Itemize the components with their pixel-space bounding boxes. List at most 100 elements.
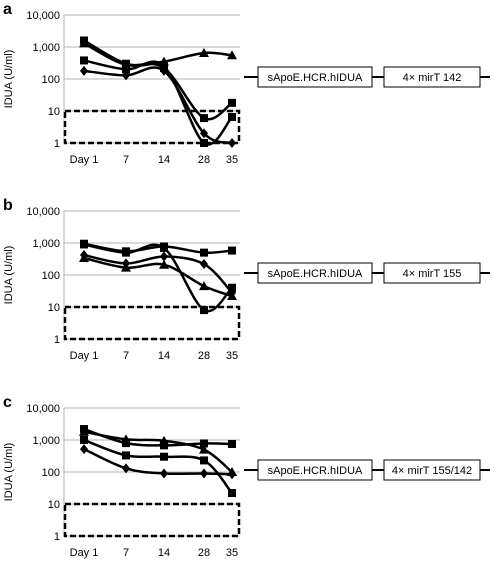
mirt-box [383,262,481,284]
x-tick-label: Day 1 [70,154,99,166]
promoter-label: sApoE.HCR.hIDUA [268,268,363,280]
series-1-triangle-point [227,50,237,60]
series-2-square-point [160,243,168,252]
series-2-square-point [80,36,88,45]
promoter-box [257,459,373,481]
x-tick-label: 14 [158,350,170,362]
series-3-square-point [160,452,168,461]
y-tick-label: 10 [48,106,60,118]
detection-limit-box [63,502,241,538]
series-2-square-point [228,439,236,448]
y-axis-label: IDUA (U/ml) [3,50,15,109]
x-tick-label: 7 [123,547,129,559]
series-line-2 [83,427,233,447]
y-tick-label: 1 [54,138,60,150]
series-3-square-point [80,436,88,444]
series-line-2 [83,243,233,313]
series-2-square-point [122,439,130,448]
series-line-4 [83,256,233,298]
series-3-diamond-point [160,251,168,262]
series-1-square-point [228,246,236,255]
panel-label: b [3,197,13,214]
series-3-square-point [228,112,236,121]
series-2-square-point [200,114,208,123]
series-4-diamond-point [200,468,208,479]
y-tick-label: 100 [42,74,60,86]
series-4-triangle-point [227,291,237,301]
x-tick-label: Day 1 [70,547,99,559]
series-2-square-point [122,248,130,257]
x-tick-label: 7 [123,154,129,166]
y-tick-label: 1,000 [32,42,60,54]
series-1-triangle-point [199,444,209,454]
x-tick-label: 28 [198,547,210,559]
series-4-triangle-point [159,259,169,269]
series-4-diamond-point [160,468,168,479]
series-line-3 [83,253,233,294]
y-tick-label: 100 [42,270,60,282]
y-tick-label: 1,000 [32,238,60,250]
series-2-square-point [200,439,208,448]
y-tick-label: 10,000 [26,403,60,415]
series-3-diamond-point [200,259,208,270]
y-axis-label: IDUA (U/ml) [3,246,15,305]
series-4-triangle-point [199,281,209,291]
mirt-label: 4× mirT 155/142 [392,465,472,477]
panel-label: a [3,1,12,18]
x-tick-label: 14 [158,547,170,559]
y-tick-label: 10 [48,302,60,314]
series-4-diamond-point [200,128,208,139]
series-4-diamond-point [160,65,168,76]
series-4-diamond-point [122,463,130,474]
series-1-triangle-point [199,47,209,57]
mirt-box [383,66,481,88]
series-3-square-point [122,65,130,74]
series-4-diamond-point [122,70,130,81]
panel-a: a 1 10 100 1,000 10,000 IDUA (U/ml) Day 1 7 14 28 3… [3,1,490,166]
y-tick-label: 10,000 [26,206,60,218]
promoter-label: sApoE.HCR.hIDUA [268,465,363,477]
x-tick-label: 35 [226,154,238,166]
series-4-diamond-point [228,469,236,480]
promoter-box [257,66,373,88]
mirt-label: 4× mirT 155 [403,268,462,280]
y-axis-label: IDUA (U/ml) [3,443,15,502]
promoter-label: sApoE.HCR.hIDUA [268,72,363,84]
panel-label: c [3,394,12,411]
panel-c: c 1 10 100 1,000 10,000 IDUA (U/ml) Day 1 7 14 28 3… [3,394,490,559]
y-tick-label: 1 [54,531,60,543]
series-2-square-point [80,240,88,249]
y-tick-label: 10,000 [26,10,60,22]
series-1-square-point [200,248,208,257]
x-tick-label: 35 [226,350,238,362]
x-tick-label: 28 [198,154,210,166]
x-tick-label: 14 [158,154,170,166]
series-3-square-point [228,489,236,498]
mirt-label: 4× mirT 142 [403,72,462,84]
x-tick-label: 35 [226,547,238,559]
y-tick-label: 1 [54,334,60,346]
series-line-3 [83,438,233,494]
panel-b: b 1 10 100 1,000 10,000 IDUA (U/ml) Day 1 7 14 28 3… [3,197,490,362]
series-4-triangle-point [79,252,89,262]
series-2-square-point [200,306,208,315]
detection-limit-box [63,305,241,341]
series-3-square-point [80,56,88,65]
x-tick-label: 28 [198,350,210,362]
y-tick-label: 1,000 [32,435,60,447]
series-4-diamond-point [80,444,88,455]
series-4-triangle-point [121,262,131,272]
x-tick-label: Day 1 [70,350,99,362]
x-tick-label: 7 [123,350,129,362]
y-tick-label: 100 [42,467,60,479]
series-4-diamond-point [80,65,88,76]
promoter-box [257,262,373,284]
detection-limit-box [63,109,241,145]
series-3-square-point [200,139,208,147]
mirt-box [383,459,481,481]
series-2-square-point [122,59,130,68]
series-3-square-point [122,451,130,460]
series-2-square-point [160,441,168,450]
series-3-square-point [200,456,208,465]
series-4-diamond-point [228,138,236,148]
